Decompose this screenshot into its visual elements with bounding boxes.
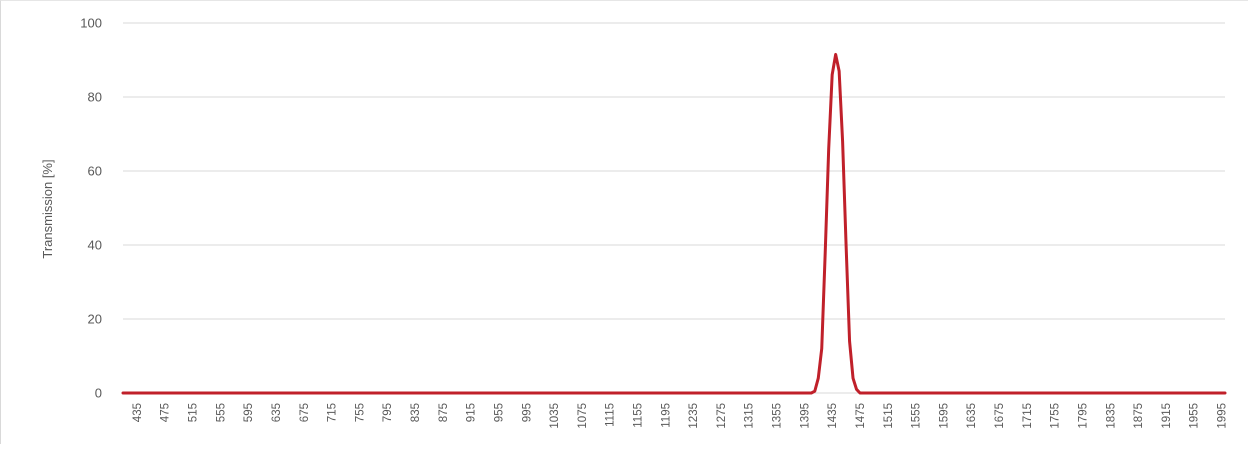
x-tick-label: 1955 bbox=[1189, 403, 1201, 429]
y-axis-label: Transmission [%] bbox=[40, 159, 55, 258]
x-tick-label: 1515 bbox=[883, 403, 895, 429]
x-tick-label: 1635 bbox=[966, 403, 978, 429]
x-tick-label: 875 bbox=[438, 403, 450, 422]
x-tick-label: 635 bbox=[271, 403, 283, 422]
y-tick-label: 0 bbox=[95, 386, 102, 401]
x-tick-label: 995 bbox=[521, 403, 533, 422]
x-tick-label: 1675 bbox=[994, 403, 1006, 429]
x-tick-label: 1115 bbox=[605, 403, 617, 427]
y-tick-label: 40 bbox=[88, 238, 102, 253]
x-tick-label: 1475 bbox=[855, 403, 867, 429]
x-tick-label: 795 bbox=[382, 403, 394, 422]
x-axis-ticks: 435 475 515 555 595 635 675 715 755 795 835 875 915 9… bbox=[132, 403, 1229, 429]
x-tick-label: 1795 bbox=[1077, 403, 1089, 429]
x-tick-label: 1275 bbox=[716, 403, 728, 429]
x-tick-label: 435 bbox=[132, 403, 144, 422]
x-tick-label: 1595 bbox=[938, 403, 950, 429]
x-tick-label: 515 bbox=[188, 403, 200, 422]
x-tick-label: 1075 bbox=[577, 403, 589, 429]
x-tick-label: 1835 bbox=[1105, 403, 1117, 429]
x-tick-label: 915 bbox=[466, 403, 478, 422]
x-tick-label: 1035 bbox=[549, 403, 561, 429]
gridlines bbox=[123, 22, 1225, 394]
x-tick-label: 1155 bbox=[632, 403, 644, 428]
x-tick-label: 1195 bbox=[660, 403, 672, 428]
x-tick-label: 1755 bbox=[1050, 403, 1062, 429]
x-tick-label: 955 bbox=[493, 403, 505, 422]
y-tick-label: 100 bbox=[80, 16, 102, 31]
x-tick-label: 1715 bbox=[1022, 403, 1034, 429]
series-line-0 bbox=[121, 52, 1227, 395]
x-tick-label: 1235 bbox=[688, 403, 700, 429]
x-tick-label: 1395 bbox=[799, 403, 811, 429]
y-axis-ticks: 0 20 40 60 80 100 bbox=[80, 16, 102, 401]
x-tick-label: 1915 bbox=[1161, 403, 1173, 429]
x-tick-label: 715 bbox=[327, 403, 339, 422]
x-tick-label: 1875 bbox=[1133, 403, 1145, 429]
x-tick-label: 1435 bbox=[827, 403, 839, 429]
y-tick-label: 60 bbox=[88, 164, 102, 179]
x-tick-label: 1555 bbox=[911, 403, 923, 429]
y-tick-label: 80 bbox=[88, 90, 102, 105]
x-tick-label: 1355 bbox=[772, 403, 784, 429]
x-tick-label: 755 bbox=[354, 403, 366, 422]
x-tick-label: 595 bbox=[243, 403, 255, 422]
x-tick-label: 675 bbox=[299, 403, 311, 422]
x-tick-label: 835 bbox=[410, 403, 422, 422]
y-tick-label: 20 bbox=[88, 312, 102, 327]
x-tick-label: 1995 bbox=[1217, 403, 1229, 429]
series-layer bbox=[121, 52, 1227, 395]
x-tick-label: 475 bbox=[160, 403, 172, 422]
x-tick-label: 1315 bbox=[744, 403, 756, 429]
x-tick-label: 555 bbox=[215, 403, 227, 422]
